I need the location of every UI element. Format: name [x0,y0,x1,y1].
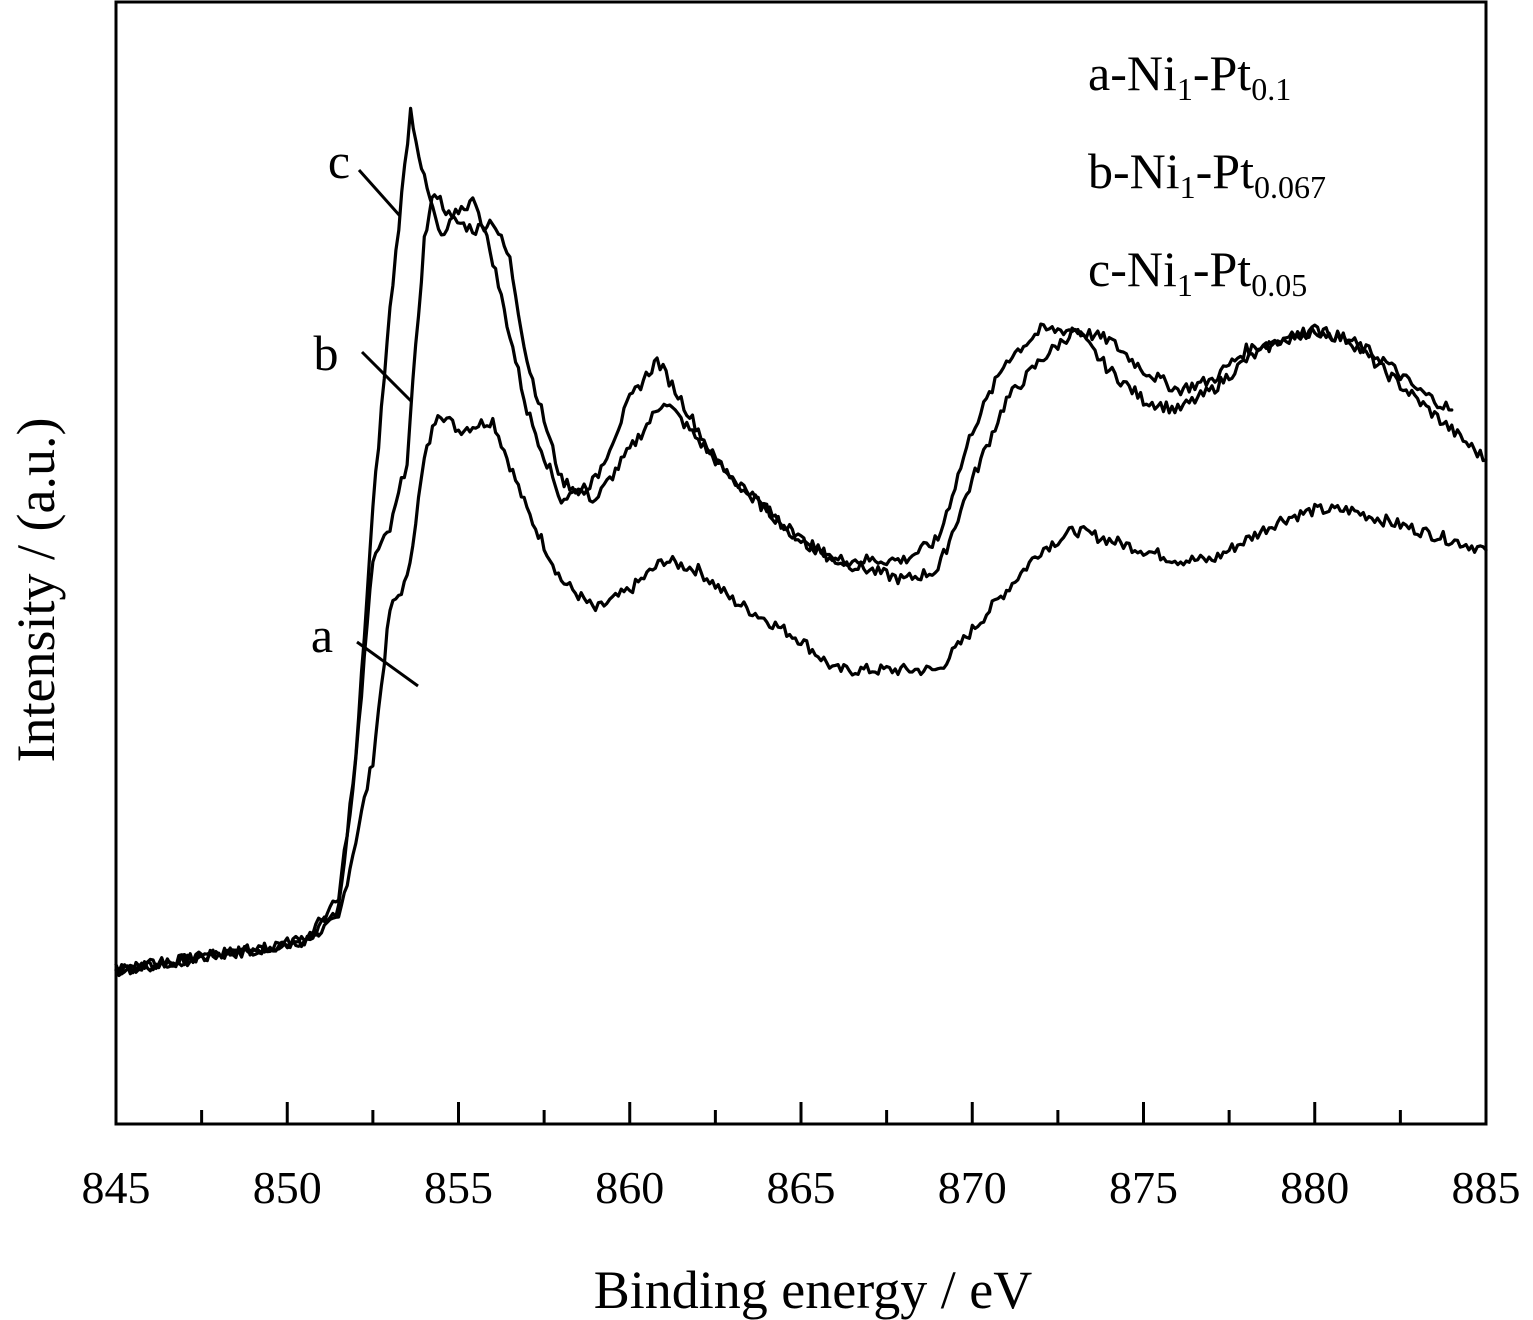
curve-label-b: b [314,325,339,381]
curve-label-leader [357,169,402,217]
x-tick-label: 855 [424,1162,493,1213]
y-axis-title: Intensity / (a.u.) [6,418,66,763]
x-tick-label: 885 [1452,1162,1521,1213]
x-tick-label: 875 [1109,1162,1178,1213]
curve-label-leader [360,350,414,404]
x-tick-label: 850 [253,1162,322,1213]
x-tick-label: 880 [1280,1162,1349,1213]
legend-entry: b-Ni1-Pt0.067 [1088,143,1326,205]
legend-prefix: b-Ni [1088,143,1180,199]
legend-entry: c-Ni1-Pt0.05 [1088,241,1307,303]
legend-mid: -Pt [1193,241,1251,297]
series-lines [114,106,1488,978]
series-b-line [114,193,1488,976]
legend-mid: -Pt [1196,143,1254,199]
legend-mid: -Pt [1193,45,1251,101]
legend-sub-ni: 1 [1177,267,1193,303]
series-c-line [114,106,1454,978]
curve-label-leader [356,640,419,688]
curve-labels: a b c [311,133,419,688]
x-tick-label: 870 [938,1162,1007,1213]
x-axis-title: Binding energy / eV [594,1260,1032,1320]
x-tick-label: 845 [82,1162,151,1213]
x-tick-label: 865 [767,1162,836,1213]
legend-sub-pt: 0.1 [1251,71,1291,107]
legend-sub-pt: 0.067 [1254,169,1326,205]
legend-prefix: c-Ni [1088,241,1177,297]
series-a-line [114,414,1488,976]
x-axis-ticks [114,1102,1488,1124]
legend-entry: a-Ni1-Pt0.1 [1088,45,1291,107]
curve-label-c: c [328,133,350,189]
curve-label-a: a [311,607,333,663]
x-tick-label: 860 [595,1162,664,1213]
legend-prefix: a-Ni [1088,45,1177,101]
x-axis-tick-labels: 845 850 855 860 865 870 875 880 885 [82,1162,1521,1213]
legend-sub-ni: 1 [1180,169,1196,205]
legend-sub-ni: 1 [1177,71,1193,107]
legend-sub-pt: 0.05 [1251,267,1307,303]
